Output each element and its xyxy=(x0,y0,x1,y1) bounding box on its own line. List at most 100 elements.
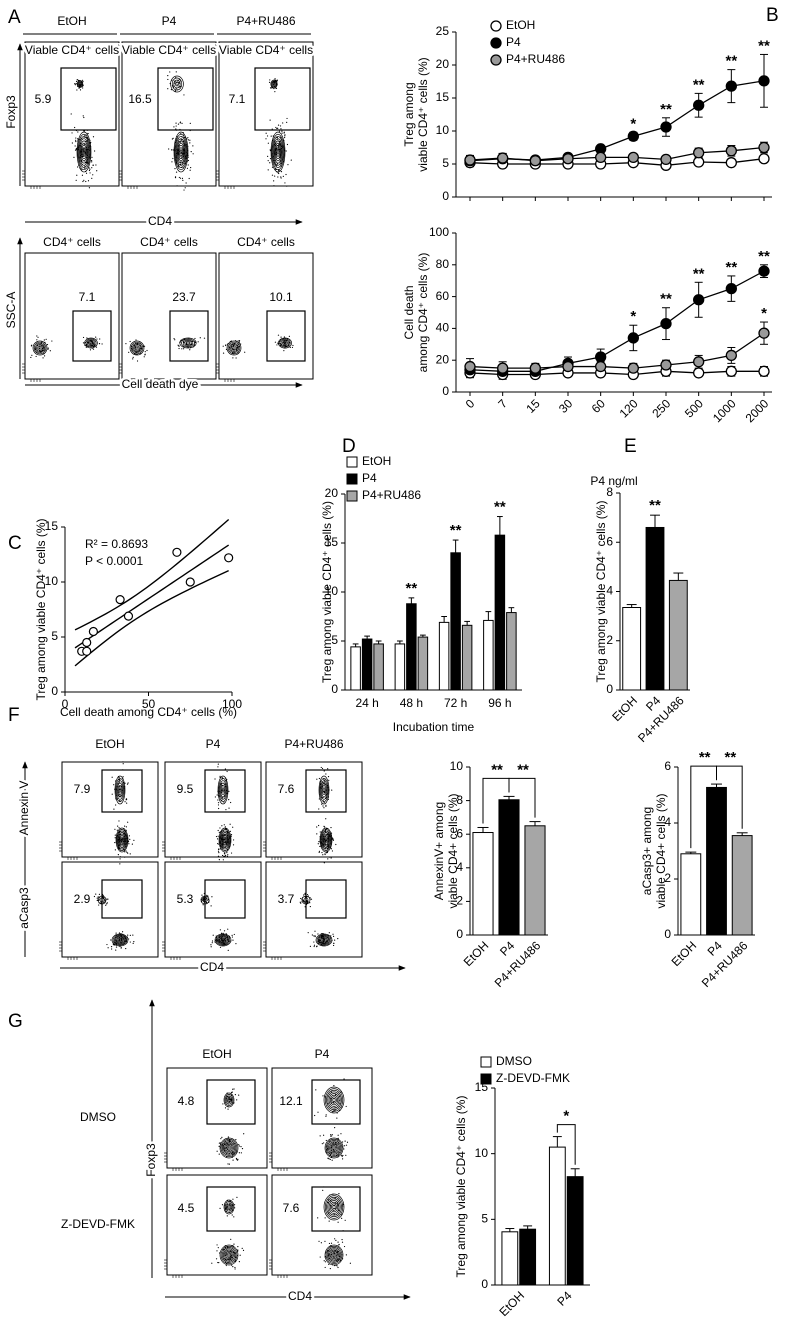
event-dot xyxy=(217,829,219,832)
event-dot xyxy=(232,939,234,941)
bar xyxy=(645,526,665,691)
contour xyxy=(117,832,127,848)
contour xyxy=(220,937,226,943)
event-dot xyxy=(45,338,47,340)
event-dot xyxy=(132,934,134,936)
event-dot xyxy=(129,934,131,936)
event-dot xyxy=(173,126,175,128)
contour xyxy=(179,337,197,349)
event-dot xyxy=(216,794,218,796)
event-dot xyxy=(325,773,327,775)
event-dot xyxy=(144,354,146,356)
event-dot xyxy=(291,346,294,349)
event-dot xyxy=(211,896,213,898)
significance-label: ** xyxy=(649,497,661,514)
contour xyxy=(220,1245,238,1265)
event-dot xyxy=(175,122,177,124)
event-dot xyxy=(292,344,294,347)
point xyxy=(172,547,182,557)
event-dot xyxy=(175,128,177,130)
significance-label: * xyxy=(630,115,636,132)
event-dot xyxy=(284,342,286,344)
y-axis-title: Treg among viable CD4⁺ cells (%) xyxy=(320,501,334,683)
event-dot xyxy=(266,135,269,137)
point xyxy=(464,360,476,373)
y-tick-label: 6 xyxy=(664,759,671,773)
event-dot xyxy=(83,179,85,181)
event-dot xyxy=(238,1094,240,1096)
event-dot xyxy=(269,158,272,160)
event-dot xyxy=(232,1198,234,1200)
event-dot xyxy=(88,187,91,189)
y-axis-title: AnnexinV+ among xyxy=(432,802,446,900)
event-dot xyxy=(276,136,279,139)
x-tick-label: EtOH xyxy=(496,1288,527,1319)
point xyxy=(464,154,476,166)
contour xyxy=(223,1199,235,1215)
contour xyxy=(323,835,329,845)
event-dot xyxy=(189,122,191,124)
contour xyxy=(220,1138,238,1158)
series-line xyxy=(469,332,765,369)
event-dot xyxy=(178,345,180,347)
event-dot xyxy=(91,167,93,169)
contour xyxy=(173,131,189,173)
event-dot xyxy=(106,943,108,946)
event-dot xyxy=(37,336,39,338)
event-dot xyxy=(94,150,96,152)
event-dot xyxy=(323,801,325,804)
contour xyxy=(113,935,127,945)
confidence-band xyxy=(74,569,229,667)
event-dot xyxy=(223,852,226,854)
contour xyxy=(117,937,123,943)
point xyxy=(660,317,672,330)
y-tick-label: 10 xyxy=(325,584,339,598)
event-dot xyxy=(121,931,124,933)
point xyxy=(758,141,770,154)
bar xyxy=(350,646,361,691)
event-dot xyxy=(223,855,225,857)
event-dot xyxy=(227,854,229,856)
y-tick-label: 40 xyxy=(436,321,450,335)
event-dot xyxy=(125,826,128,828)
event-dot xyxy=(238,341,240,343)
event-dot xyxy=(179,163,182,166)
event-dot xyxy=(334,1197,336,1199)
event-dot xyxy=(83,151,85,153)
event-dot xyxy=(215,1258,218,1260)
event-dot xyxy=(268,81,271,83)
event-dot xyxy=(236,1099,238,1101)
event-dot xyxy=(92,136,95,138)
contour xyxy=(274,142,282,162)
event-dot xyxy=(129,340,131,343)
event-dot xyxy=(232,357,234,359)
point xyxy=(497,362,509,374)
contour xyxy=(227,1205,231,1209)
contour xyxy=(224,1201,234,1213)
event-dot xyxy=(95,164,97,166)
point xyxy=(758,75,770,87)
event-dot xyxy=(92,348,95,350)
contour xyxy=(273,140,283,164)
contour xyxy=(327,1091,341,1109)
y-axis-title: Treg among viable CD4⁺ cells (%) xyxy=(454,1096,468,1278)
contour xyxy=(226,1145,232,1151)
contour xyxy=(228,342,240,354)
event-dot xyxy=(91,177,93,179)
gate-value: 7.9 xyxy=(74,782,91,796)
contour xyxy=(232,346,236,350)
event-dot xyxy=(318,808,320,810)
event-dot xyxy=(111,793,113,795)
event-dot xyxy=(218,831,220,833)
y-tick-label: 4 xyxy=(664,815,671,829)
contour xyxy=(328,1248,340,1262)
event-dot xyxy=(91,156,93,158)
event-dot xyxy=(126,783,129,785)
event-dot xyxy=(219,946,222,948)
event-dot xyxy=(132,358,134,360)
event-dot xyxy=(83,143,85,146)
event-dot xyxy=(43,355,46,357)
y-tick-label: 25 xyxy=(436,24,450,38)
event-dot xyxy=(234,1207,236,1209)
event-dot xyxy=(314,1114,316,1117)
